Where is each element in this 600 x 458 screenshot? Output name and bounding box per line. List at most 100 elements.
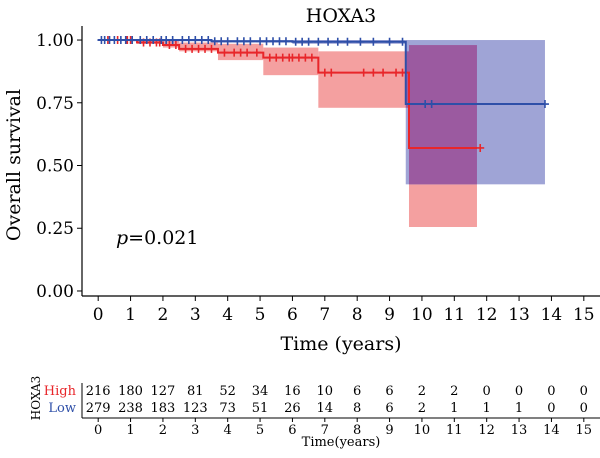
risk-tick-label-4: 4 bbox=[224, 423, 232, 438]
risk-tick-label-2: 2 bbox=[159, 423, 167, 438]
risk-tick-label-9: 9 bbox=[385, 423, 393, 438]
risk-count-high-8: 6 bbox=[353, 384, 361, 399]
censor-mark-high-29 bbox=[327, 68, 336, 77]
p-symbol: p bbox=[116, 227, 128, 249]
x-tick-label-12: 12 bbox=[476, 305, 498, 325]
x-tick-label-4: 4 bbox=[222, 305, 233, 325]
x-tick-label-11: 11 bbox=[443, 305, 465, 325]
censor-mark-low-23 bbox=[246, 37, 255, 46]
risk-tick-label-3: 3 bbox=[191, 423, 199, 438]
x-tick-label-5: 5 bbox=[255, 305, 266, 325]
risk-count-high-4: 52 bbox=[219, 384, 236, 399]
plot-area bbox=[97, 36, 549, 227]
risk-tick-label-15: 15 bbox=[576, 423, 593, 438]
censor-mark-low-17 bbox=[204, 36, 213, 45]
risk-tick-label-11: 11 bbox=[446, 423, 463, 438]
censor-mark-low-31 bbox=[304, 37, 313, 46]
risk-count-low-12: 1 bbox=[483, 401, 491, 416]
p-value-annotation: p=0.021 bbox=[116, 227, 199, 249]
risk-count-low-0: 279 bbox=[86, 401, 111, 416]
risk-count-high-13: 0 bbox=[515, 384, 523, 399]
risk-count-high-1: 180 bbox=[118, 384, 143, 399]
censor-mark-low-34 bbox=[333, 37, 342, 46]
risk-count-low-15: 0 bbox=[580, 401, 588, 416]
censor-mark-low-32 bbox=[314, 37, 323, 46]
ci-overlap-0 bbox=[405, 51, 409, 108]
censor-mark-high-32 bbox=[379, 68, 388, 77]
y-tick-label-4: 1.00 bbox=[36, 31, 74, 51]
x-tick-label-1: 1 bbox=[125, 305, 136, 325]
risk-count-low-11: 1 bbox=[450, 401, 458, 416]
x-tick-label-15: 15 bbox=[573, 305, 595, 325]
censor-mark-low-41 bbox=[427, 100, 436, 109]
x-tick-label-3: 3 bbox=[190, 305, 201, 325]
risk-count-high-3: 81 bbox=[187, 384, 204, 399]
risk-count-high-9: 6 bbox=[385, 384, 393, 399]
risk-count-high-6: 16 bbox=[284, 384, 301, 399]
censor-mark-high-19 bbox=[252, 48, 261, 57]
censor-mark-low-20 bbox=[223, 37, 232, 46]
risk-count-high-0: 216 bbox=[86, 384, 111, 399]
risk-tick-label-1: 1 bbox=[126, 423, 134, 438]
censor-mark-high-9 bbox=[171, 41, 180, 50]
censor-mark-low-42 bbox=[540, 100, 549, 109]
x-axis-label: Time (years) bbox=[280, 333, 401, 355]
y-tick-label-1: 0.25 bbox=[36, 219, 74, 239]
censor-mark-low-33 bbox=[324, 37, 333, 46]
chart-title: HOXA3 bbox=[306, 5, 376, 27]
risk-tick-label-13: 13 bbox=[511, 423, 528, 438]
censor-mark-high-15 bbox=[220, 48, 229, 57]
risk-count-low-5: 51 bbox=[252, 401, 269, 416]
censor-mark-low-35 bbox=[343, 37, 352, 46]
risk-count-low-8: 8 bbox=[353, 401, 361, 416]
x-tick-label-14: 14 bbox=[541, 305, 563, 325]
censor-mark-high-35 bbox=[476, 143, 485, 152]
censor-mark-low-28 bbox=[281, 37, 290, 46]
x-tick-label-0: 0 bbox=[93, 305, 104, 325]
x-tick-label-2: 2 bbox=[158, 305, 169, 325]
risk-count-low-4: 73 bbox=[219, 401, 236, 416]
x-tick-label-6: 6 bbox=[287, 305, 298, 325]
risk-count-low-7: 14 bbox=[317, 401, 334, 416]
risk-count-high-2: 127 bbox=[151, 384, 176, 399]
x-tick-label-7: 7 bbox=[319, 305, 330, 325]
risk-tick-label-10: 10 bbox=[414, 423, 431, 438]
risk-count-low-14: 0 bbox=[547, 401, 555, 416]
risk-count-low-3: 123 bbox=[183, 401, 208, 416]
risk-table: HOXA3 Time(years) High 216 180 127 81 52 34 16 1… bbox=[29, 376, 600, 450]
risk-count-high-11: 2 bbox=[450, 384, 458, 399]
risk-count-low-9: 6 bbox=[385, 401, 393, 416]
y-tick-label-2: 0.50 bbox=[36, 157, 74, 177]
censor-mark-low-36 bbox=[356, 37, 365, 46]
risk-tick-label-6: 6 bbox=[288, 423, 296, 438]
ci-overlap-1 bbox=[408, 45, 477, 185]
risk-row-label-low: Low bbox=[48, 401, 76, 416]
risk-count-low-1: 238 bbox=[118, 401, 143, 416]
risk-tick-label-5: 5 bbox=[256, 423, 264, 438]
censor-mark-low-6 bbox=[128, 36, 137, 45]
risk-tick-label-14: 14 bbox=[543, 423, 560, 438]
risk-tick-label-12: 12 bbox=[478, 423, 495, 438]
censor-mark-high-27 bbox=[307, 53, 316, 62]
y-tick-label-3: 0.75 bbox=[36, 94, 74, 114]
censor-mark-low-37 bbox=[369, 37, 378, 46]
risk-row-label-high: High bbox=[44, 384, 77, 399]
y-axis-label: Overall survival bbox=[3, 89, 25, 241]
risk-count-high-12: 0 bbox=[483, 384, 491, 399]
x-tick-label-10: 10 bbox=[411, 305, 433, 325]
x-tick-label-9: 9 bbox=[384, 305, 395, 325]
risk-count-low-13: 1 bbox=[515, 401, 523, 416]
risk-count-low-10: 2 bbox=[418, 401, 426, 416]
x-tick-label-8: 8 bbox=[352, 305, 363, 325]
risk-count-high-7: 10 bbox=[317, 384, 334, 399]
risk-count-low-6: 26 bbox=[284, 401, 301, 416]
censor-mark-high-30 bbox=[359, 68, 368, 77]
risk-tick-label-7: 7 bbox=[321, 423, 329, 438]
ci-band-high-5 bbox=[263, 47, 319, 76]
p-value: =0.021 bbox=[128, 227, 198, 249]
ci-band-high-2 bbox=[162, 40, 180, 48]
risk-table-xlabel: Time(years) bbox=[302, 435, 381, 450]
censor-mark-high-18 bbox=[243, 48, 252, 57]
x-tick-label-13: 13 bbox=[508, 305, 530, 325]
